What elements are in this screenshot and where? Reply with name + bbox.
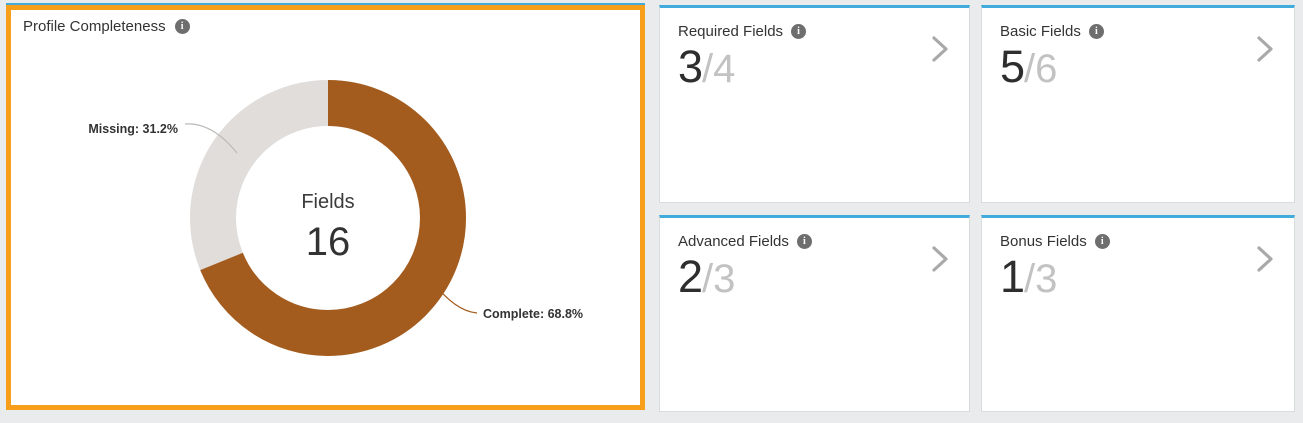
stat-card-title: Required Fields (678, 23, 784, 40)
stat-card-title: Basic Fields (1000, 23, 1081, 40)
stat-card-value: 5 (1000, 41, 1025, 92)
stat-card-max: 4 (713, 47, 736, 91)
stat-card-header: Advanced Fields i (678, 233, 951, 250)
stat-card-value: 1 (1000, 251, 1025, 302)
donut-center-label: Fields (301, 191, 354, 213)
stat-card-separator: / (1024, 47, 1036, 91)
stat-card-bonus-fields[interactable]: Bonus Fields i 1/3 (981, 215, 1295, 412)
info-icon[interactable]: i (174, 19, 190, 34)
donut-center-value: 16 (306, 220, 351, 264)
stat-card-required-fields[interactable]: Required Fields i 3/4 (659, 5, 970, 203)
chevron-right-icon[interactable] (1252, 244, 1278, 274)
stat-card-separator: / (702, 257, 714, 301)
profile-card-header: Profile Completeness i (23, 18, 190, 35)
chevron-right-icon[interactable] (1252, 34, 1278, 64)
stat-card-title: Advanced Fields (678, 233, 789, 250)
profile-completeness-card[interactable]: Profile Completeness i Fields 16 Missing… (6, 3, 645, 410)
info-icon[interactable]: i (1088, 24, 1104, 39)
stat-card-fraction: 2/3 (678, 254, 951, 299)
stat-card-basic-fields[interactable]: Basic Fields i 5/6 (981, 5, 1295, 203)
stat-card-header: Basic Fields i (1000, 23, 1276, 40)
stat-card-max: 3 (1035, 257, 1058, 301)
stat-card-fraction: 5/6 (1000, 44, 1276, 89)
stat-card-value: 2 (678, 251, 703, 302)
info-icon[interactable]: i (1094, 234, 1110, 249)
stat-card-max: 3 (713, 257, 736, 301)
profile-completeness-donut: Fields 16 Missing: 31.2% Complete: 68.8% (88, 80, 583, 356)
stat-card-title: Bonus Fields (1000, 233, 1087, 250)
stat-card-fraction: 3/4 (678, 44, 951, 89)
stat-card-fraction: 1/3 (1000, 254, 1276, 299)
info-icon[interactable]: i (796, 234, 812, 249)
stat-card-header: Bonus Fields i (1000, 233, 1276, 250)
stat-card-max: 6 (1035, 47, 1058, 91)
missing-slice-label: Missing: 31.2% (88, 122, 178, 136)
info-icon[interactable]: i (791, 24, 807, 39)
stat-card-separator: / (1024, 257, 1036, 301)
donut-complete-arc[interactable] (190, 80, 466, 356)
stat-card-value: 3 (678, 41, 703, 92)
chevron-right-icon[interactable] (927, 244, 953, 274)
complete-leader-line (432, 281, 478, 314)
stat-card-separator: / (702, 47, 714, 91)
missing-leader-line (184, 123, 238, 154)
stat-card-header: Required Fields i (678, 23, 951, 40)
chevron-right-icon[interactable] (927, 34, 953, 64)
profile-card-title: Profile Completeness (23, 18, 166, 35)
stat-card-advanced-fields[interactable]: Advanced Fields i 2/3 (659, 215, 970, 412)
complete-slice-label: Complete: 68.8% (483, 307, 583, 321)
